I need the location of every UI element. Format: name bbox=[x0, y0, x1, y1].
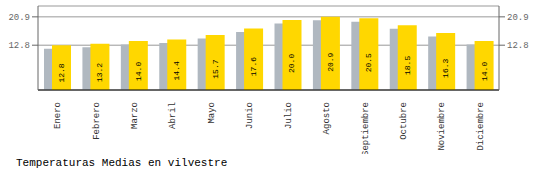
svg-text:17.6: 17.6 bbox=[249, 57, 258, 76]
svg-text:Julio: Julio bbox=[284, 102, 294, 129]
svg-text:Abril: Abril bbox=[168, 102, 178, 129]
svg-text:14.4: 14.4 bbox=[172, 61, 181, 80]
svg-text:20.9: 20.9 bbox=[507, 13, 529, 23]
svg-text:16.3: 16.3 bbox=[441, 59, 450, 78]
svg-text:Febrero: Febrero bbox=[92, 102, 102, 140]
svg-text:20.0: 20.0 bbox=[288, 54, 297, 73]
svg-text:12.8: 12.8 bbox=[507, 41, 529, 51]
svg-text:Octubre: Octubre bbox=[399, 102, 409, 140]
svg-text:20.5: 20.5 bbox=[364, 53, 373, 72]
svg-text:15.7: 15.7 bbox=[211, 59, 220, 78]
svg-text:18.5: 18.5 bbox=[403, 56, 412, 75]
svg-text:12.8: 12.8 bbox=[8, 41, 30, 51]
svg-text:Enero: Enero bbox=[53, 102, 63, 129]
svg-text:Junio: Junio bbox=[245, 102, 255, 129]
svg-text:14.0: 14.0 bbox=[134, 62, 143, 81]
svg-text:Septiembre: Septiembre bbox=[361, 102, 371, 154]
svg-text:14.0: 14.0 bbox=[480, 62, 489, 81]
svg-text:20.9: 20.9 bbox=[8, 13, 30, 23]
svg-text:12.8: 12.8 bbox=[57, 63, 66, 82]
svg-text:Diciembre: Diciembre bbox=[476, 102, 486, 151]
svg-text:Mayo: Mayo bbox=[207, 102, 217, 124]
svg-text:Agosto: Agosto bbox=[322, 102, 332, 134]
svg-text:13.2: 13.2 bbox=[95, 63, 104, 82]
svg-text:Noviembre: Noviembre bbox=[437, 102, 447, 151]
svg-text:Marzo: Marzo bbox=[130, 102, 140, 129]
html-text:Temperaturas Medias en vilvest: Temperaturas Medias en vilvestre bbox=[16, 157, 228, 169]
svg-text:20.9: 20.9 bbox=[326, 52, 335, 71]
